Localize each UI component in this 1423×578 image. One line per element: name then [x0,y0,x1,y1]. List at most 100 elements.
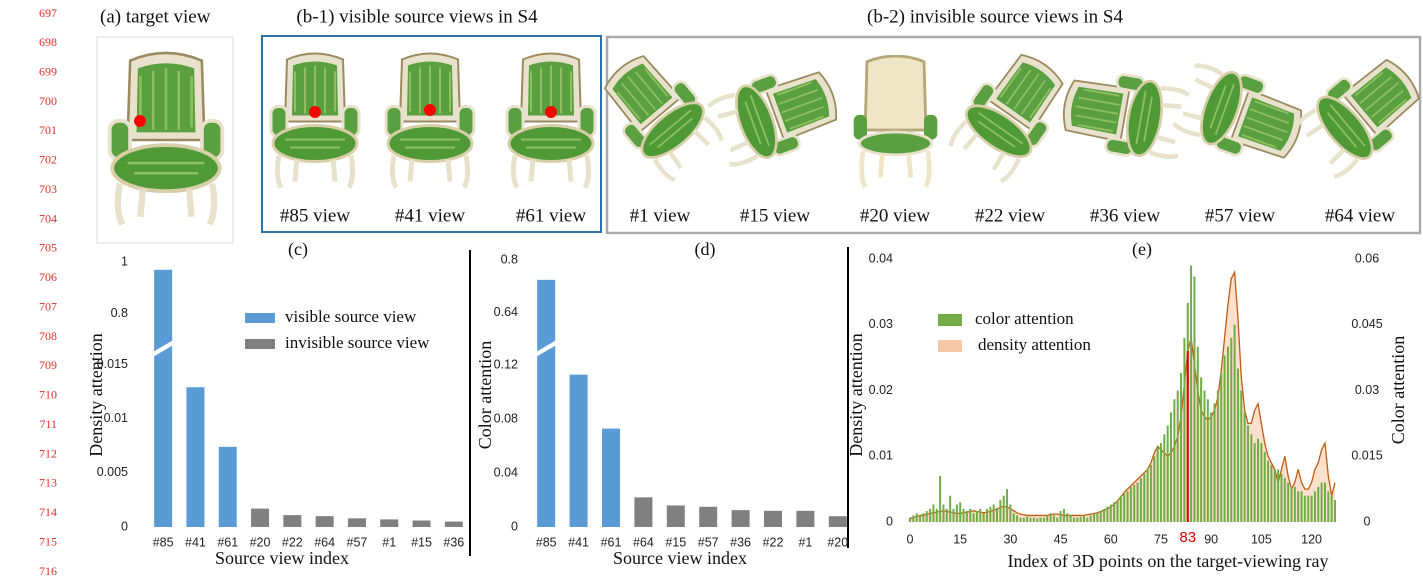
legend-swatch [245,339,275,349]
bar [1274,469,1276,522]
bar [1157,447,1159,522]
bar [732,510,750,527]
x-tick-label: #64 [633,535,654,549]
bar [1167,426,1169,522]
bar [1096,513,1098,522]
bar [1050,513,1052,522]
y-tick-label: 0 [886,514,893,528]
line-number: 713 [39,476,57,490]
y-axis-title: Density attention [86,333,106,456]
bar [1110,504,1112,522]
bar [1127,491,1129,522]
bar [1113,502,1115,522]
view-caption: #20 view [860,205,930,226]
bar [986,509,988,522]
line-number: 705 [39,241,57,255]
view-image [507,54,595,188]
view-image [590,43,728,186]
query-point [309,106,321,118]
bar [1230,338,1232,522]
bar [1133,485,1135,522]
query-point [545,106,557,118]
bar [1327,491,1329,522]
query-point [424,104,436,116]
bar [829,516,847,527]
x-tick-label: #36 [443,535,464,549]
bar [919,515,921,522]
x-tick-label: 120 [1301,532,1322,546]
bar [219,447,237,527]
bar [1040,518,1042,522]
view-image [1289,45,1423,183]
y-tick-label: 0.02 [869,383,893,397]
bar [1180,373,1182,522]
bar [186,387,204,527]
bar [1294,487,1296,522]
line-number: 708 [39,329,57,343]
view-image [706,57,846,173]
x-tick-label: 75 [1154,532,1168,546]
bar [1060,511,1062,522]
y-tick-label: 0 [121,519,128,533]
bar [1046,515,1048,522]
view-caption: #36 view [1090,205,1160,226]
bar [1200,377,1202,522]
x-tick-label: 45 [1054,532,1068,546]
bar [1177,391,1179,523]
x-tick-label: #20 [250,535,271,549]
bar [1301,491,1303,522]
bar [1257,439,1259,522]
bar [283,515,301,527]
bar [963,509,965,522]
bar [796,511,814,527]
bar [1086,518,1088,522]
bar [602,429,620,527]
legend-label: density attention [978,335,1091,354]
bar [953,509,955,522]
x-tick-label: #61 [217,535,238,549]
bar [348,518,366,527]
bar [999,500,1001,522]
bar [966,511,968,522]
bar [1317,487,1319,522]
bar [1029,518,1031,522]
bar [1160,443,1162,522]
legend-label: invisible source view [285,333,430,352]
y-tick-label: 0.8 [111,306,128,320]
bar [983,513,985,522]
view-image [1058,65,1191,164]
chart-title: (e) [1132,239,1152,260]
y-tick-label: 0.12 [494,358,518,372]
bar [1324,483,1326,522]
bar [316,516,334,527]
bar [667,505,685,527]
line-number: 715 [39,534,57,548]
bar [1227,347,1229,522]
line-number: 697 [39,6,57,20]
y-tick-label: 0 [511,519,518,533]
bar [1130,487,1132,522]
bar [1153,456,1155,522]
bar [976,511,978,522]
bar [1100,511,1102,522]
bar [1023,518,1025,522]
x-tick-label: #57 [347,535,368,549]
bar [929,509,931,522]
line-number: 707 [39,299,57,313]
bar [1214,404,1216,522]
y2-tick-label: 0.045 [1351,317,1382,331]
bar [1260,443,1262,522]
bar [1093,513,1095,522]
bar [1137,483,1139,522]
legend-label: color attention [975,309,1074,328]
line-number: 711 [39,417,57,431]
bar [1070,515,1072,522]
bar [1277,469,1279,522]
marker-label: 83 [1179,529,1196,546]
x-tick-label: #15 [665,535,686,549]
bar [1013,513,1015,522]
bar [445,522,463,527]
bar [926,511,928,522]
x-tick-label: #85 [536,535,557,549]
bar [380,519,398,527]
